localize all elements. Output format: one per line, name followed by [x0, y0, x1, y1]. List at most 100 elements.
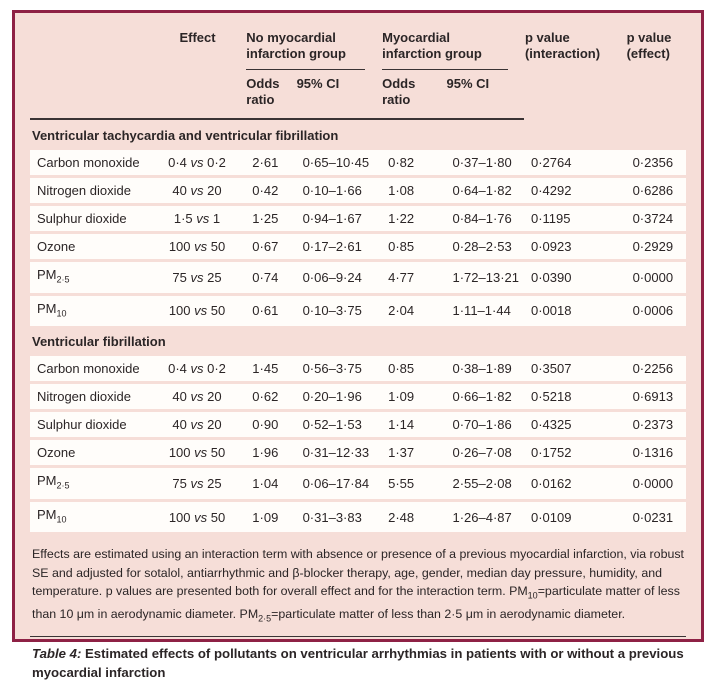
p-value-effect: 0·0006 — [625, 295, 686, 327]
effect-comparison: 100 vs 50 — [152, 440, 246, 466]
header-p-interaction: p value (interaction) — [524, 30, 601, 61]
caption-divider — [30, 636, 686, 638]
ci-no-mi: 0·56–3·75 — [295, 356, 382, 382]
odds-ratio-mi: 1·22 — [381, 206, 446, 231]
p-value-interaction: 0·4325 — [523, 412, 626, 438]
effect-comparison: 100 vs 50 — [152, 234, 246, 259]
table-row: PM10 100 vs 50 1·09 0·31–3·83 2·48 1·26–4·87 0… — [30, 501, 686, 533]
section-title: Ventricular tachycardia and ventricular … — [32, 128, 339, 143]
odds-ratio-mi: 1·08 — [381, 178, 446, 203]
effect-comparison: 40 vs 20 — [152, 412, 246, 438]
pollutant-name: PM2·5 — [30, 468, 153, 499]
table-row: Ozone 100 vs 50 0·67 0·17–2·61 0·85 0·28–2·53… — [30, 234, 686, 259]
header-p-effect: p value (effect) — [626, 30, 672, 61]
effect-comparison: 40 vs 20 — [152, 178, 246, 203]
p-value-interaction: 0·1195 — [523, 206, 626, 231]
ci-no-mi: 0·10–1·66 — [295, 178, 382, 203]
ci-no-mi: 0·17–2·61 — [295, 234, 382, 259]
effect-comparison: 100 vs 50 — [152, 295, 246, 327]
pollutant-name: Nitrogen dioxide — [30, 178, 153, 203]
table-row: PM2·5 75 vs 25 1·04 0·06–17·84 5·55 2·55–2·08… — [30, 468, 686, 499]
p-value-effect: 0·3724 — [625, 206, 686, 231]
odds-ratio-no-mi: 1·45 — [245, 356, 296, 382]
p-value-interaction: 0·3507 — [523, 356, 626, 382]
pollutant-name: PM10 — [30, 295, 153, 327]
p-value-effect: 0·0000 — [625, 468, 686, 499]
ci-no-mi: 0·31–12·33 — [295, 440, 382, 466]
effect-comparison: 100 vs 50 — [152, 501, 246, 533]
odds-ratio-no-mi: 0·67 — [245, 234, 296, 259]
header-empty — [152, 74, 246, 120]
pollutant-name: Ozone — [30, 440, 153, 466]
table-frame: Effect No myocardial infarction group My… — [12, 10, 704, 680]
p-value-interaction: 0·0923 — [523, 234, 626, 259]
p-value-effect: 0·0231 — [625, 501, 686, 533]
odds-ratio-mi: 0·85 — [381, 356, 446, 382]
odds-ratio-mi: 0·82 — [381, 150, 446, 175]
table-row: PM10 100 vs 50 0·61 0·10–3·75 2·04 1·11–1·44 0… — [30, 295, 686, 327]
ci-mi: 2·55–2·08 — [445, 468, 524, 499]
table-row: Carbon monoxide 0·4 vs 0·2 2·61 0·65–10·45 0… — [30, 150, 686, 175]
table-caption-text: Estimated effects of pollutants on ventr… — [32, 646, 684, 681]
header-group-no-mi: No myocardial infarction group — [245, 22, 381, 71]
p-value-interaction: 0·2764 — [523, 150, 626, 175]
header-ci-no-mi: 95% CI — [295, 74, 382, 120]
pollutant-name: PM10 — [30, 501, 153, 533]
table-row: Sulphur dioxide 40 vs 20 0·90 0·52–1·53 1·14… — [30, 412, 686, 438]
ci-no-mi: 0·52–1·53 — [295, 412, 382, 438]
odds-ratio-no-mi: 1·04 — [245, 468, 296, 499]
header-sub-row: Odds ratio 95% CI Odds ratio 95% CI — [30, 74, 686, 120]
odds-ratio-no-mi: 0·42 — [245, 178, 296, 203]
pollutants-effects-table: Effect No myocardial infarction group My… — [30, 19, 686, 535]
table-row: Sulphur dioxide 1·5 vs 1 1·25 0·94–1·67 1·22… — [30, 206, 686, 231]
odds-ratio-no-mi: 0·61 — [245, 295, 296, 327]
pollutant-name: Nitrogen dioxide — [30, 384, 153, 410]
odds-ratio-no-mi: 1·96 — [245, 440, 296, 466]
effect-comparison: 0·4 vs 0·2 — [152, 150, 246, 175]
p-value-interaction: 0·4292 — [523, 178, 626, 203]
p-value-effect: 0·0000 — [625, 262, 686, 293]
ci-mi: 0·28–2·53 — [445, 234, 524, 259]
effect-comparison: 40 vs 20 — [152, 384, 246, 410]
table-footnote: Effects are estimated using an interacti… — [32, 547, 684, 624]
header-odds-ratio-mi: Odds ratio — [381, 74, 446, 120]
pollutant-name: PM2·5 — [30, 262, 153, 293]
p-value-interaction: 0·0162 — [523, 468, 626, 499]
ci-no-mi: 0·06–9·24 — [295, 262, 382, 293]
header-group-no-mi-label: No myocardial infarction group — [246, 30, 366, 70]
table-row: Nitrogen dioxide 40 vs 20 0·62 0·20–1·96 1·0… — [30, 384, 686, 410]
odds-ratio-mi: 5·55 — [381, 468, 446, 499]
ci-mi: 0·38–1·89 — [445, 356, 524, 382]
ci-no-mi: 0·65–10·45 — [295, 150, 382, 175]
pollutant-name: Carbon monoxide — [30, 150, 153, 175]
p-value-interaction: 0·0018 — [523, 295, 626, 327]
odds-ratio-no-mi: 2·61 — [245, 150, 296, 175]
p-value-effect: 0·6913 — [625, 384, 686, 410]
ci-no-mi: 0·31–3·83 — [295, 501, 382, 533]
odds-ratio-mi: 2·48 — [381, 501, 446, 533]
ci-mi: 1·72–13·21 — [445, 262, 524, 293]
p-value-interaction: 0·1752 — [523, 440, 626, 466]
pollutant-name: Carbon monoxide — [30, 356, 153, 382]
p-value-effect: 0·2256 — [625, 356, 686, 382]
ci-mi: 0·26–7·08 — [445, 440, 524, 466]
p-value-effect: 0·2373 — [625, 412, 686, 438]
effect-comparison: 75 vs 25 — [152, 468, 246, 499]
ci-no-mi: 0·20–1·96 — [295, 384, 382, 410]
p-value-interaction: 0·0390 — [523, 262, 626, 293]
odds-ratio-mi: 1·37 — [381, 440, 446, 466]
table-body: Ventricular tachycardia and ventricular … — [30, 123, 686, 533]
p-value-effect: 0·1316 — [625, 440, 686, 466]
odds-ratio-no-mi: 1·25 — [245, 206, 296, 231]
header-empty — [30, 22, 153, 71]
pollutant-name: Sulphur dioxide — [30, 206, 153, 231]
p-value-interaction: 0·0109 — [523, 501, 626, 533]
header-odds-ratio-no-mi: Odds ratio — [245, 74, 296, 120]
table-row: Carbon monoxide 0·4 vs 0·2 1·45 0·56–3·75 0·… — [30, 356, 686, 382]
ci-no-mi: 0·94–1·67 — [295, 206, 382, 231]
ci-mi: 1·26–4·87 — [445, 501, 524, 533]
header-effect: Effect — [179, 30, 216, 45]
ci-mi: 0·70–1·86 — [445, 412, 524, 438]
odds-ratio-mi: 1·09 — [381, 384, 446, 410]
section-title: Ventricular fibrillation — [32, 334, 166, 350]
